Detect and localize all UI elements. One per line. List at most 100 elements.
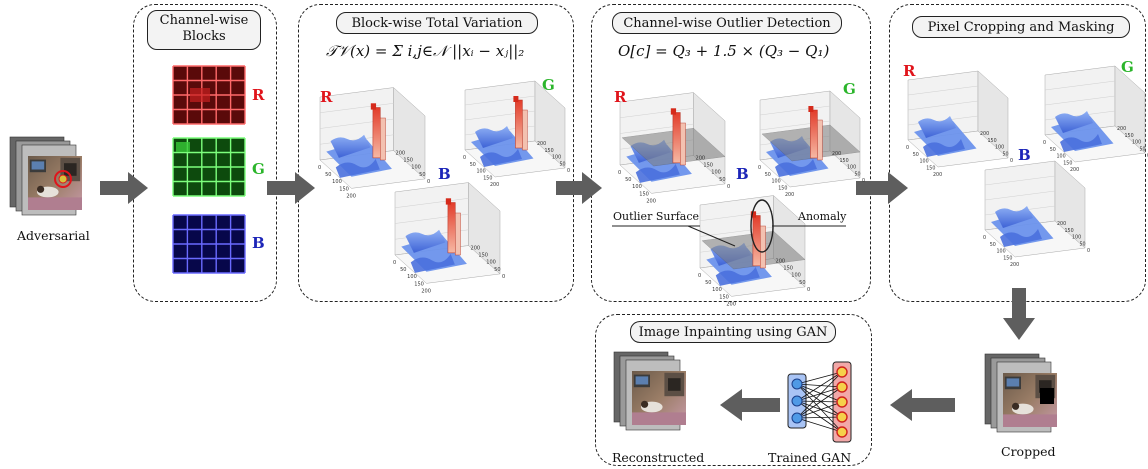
axis-tick-label: 100 <box>632 184 642 190</box>
tv-label-g: G <box>542 76 555 94</box>
axis-tick-label: 200 <box>832 151 841 157</box>
tv-label-b: B <box>438 165 451 183</box>
axis-tick-label: 50 <box>419 172 425 178</box>
axis-tick-label: 150 <box>478 253 488 259</box>
green-block-grid <box>172 137 246 197</box>
trained-gan-label: Trained GAN <box>768 450 852 465</box>
axis-tick-label: 50 <box>705 280 711 286</box>
axis-tick-label: 0 <box>502 274 505 280</box>
reconstructed-label: Reconstructed <box>612 450 705 465</box>
axis-tick-label: 150 <box>1063 160 1072 166</box>
axis-tick-label: 50 <box>325 172 331 178</box>
axis-tick-label: 0 <box>463 155 466 161</box>
channel-label-g: G <box>252 160 265 178</box>
axis-tick-label: 50 <box>1140 146 1146 152</box>
outlier-surface-plots: 0200501501001001505020000200501501001001… <box>618 90 865 307</box>
arrow-icon <box>720 389 780 421</box>
axis-tick-label: 0 <box>758 165 761 171</box>
axis-tick-label: 200 <box>726 301 736 307</box>
gan-network-icon <box>787 361 852 443</box>
axis-tick-label: 50 <box>1080 241 1086 247</box>
axis-tick-label: 100 <box>791 273 801 279</box>
channel-label-b: B <box>252 234 265 252</box>
blue-block-grid <box>172 214 246 274</box>
axis-tick-label: 200 <box>1010 262 1019 268</box>
axis-tick-label: 0 <box>698 273 701 279</box>
crop-label-g: G <box>1121 58 1134 76</box>
axis-tick-label: 0 <box>727 184 730 190</box>
axis-tick-label: 200 <box>537 141 546 147</box>
axis-tick-label: 100 <box>1072 235 1081 241</box>
axis-tick-label: 50 <box>913 152 919 158</box>
axis-tick-label: 150 <box>719 294 729 300</box>
stage-box-channel-blocks <box>133 4 277 302</box>
axis-tick-label: 0 <box>567 168 570 174</box>
axis-tick-label: 100 <box>920 159 929 165</box>
axis-tick-label: 100 <box>407 274 417 280</box>
gan-input-node <box>791 412 803 424</box>
outlier-label-r: R <box>614 88 627 106</box>
axis-tick-label: 0 <box>618 170 621 176</box>
axis-tick-label: 150 <box>840 158 849 164</box>
axis-tick-label: 0 <box>427 179 430 185</box>
axis-tick-label: 50 <box>625 177 631 183</box>
stage-box-inpainting <box>595 314 872 466</box>
gan-input-node <box>791 395 803 407</box>
arrow-icon <box>856 172 908 204</box>
axis-tick-label: 0 <box>862 178 865 184</box>
crop-label-b: B <box>1018 146 1031 164</box>
axis-tick-label: 50 <box>765 172 771 178</box>
crop-label-r: R <box>903 62 916 80</box>
axis-tick-label: 150 <box>483 175 492 181</box>
axis-tick-label: 50 <box>1050 147 1056 153</box>
axis-tick-label: 0 <box>393 260 396 266</box>
stage-box-total-variation <box>298 4 574 302</box>
axis-tick-label: 100 <box>332 179 342 185</box>
axis-tick-label: 200 <box>471 246 481 252</box>
axis-tick-label: 150 <box>545 148 554 154</box>
gan-output-node <box>836 426 848 438</box>
arrow-icon <box>890 389 955 421</box>
stage-title-channel-blocks: Channel-wise Blocks <box>147 10 261 50</box>
stage-box-outlier-detection <box>591 4 871 302</box>
axis-tick-label: 50 <box>1003 151 1009 157</box>
axis-tick-label: 200 <box>1117 126 1126 132</box>
reconstructed-image <box>613 351 686 431</box>
arrow-icon <box>556 172 602 204</box>
stage-title-inpainting: Image Inpainting using GAN <box>630 321 836 343</box>
axis-tick-label: 150 <box>639 191 649 197</box>
axis-tick-label: 200 <box>1070 167 1079 173</box>
gan-output-node <box>836 381 848 393</box>
gan-input-node <box>791 378 803 390</box>
axis-tick-label: 150 <box>414 281 424 287</box>
outlier-surface-label: Outlier Surface <box>613 210 700 223</box>
flow-arrows <box>100 172 1035 421</box>
tv-surface-plots: 0200501501001001505020000200501501001001… <box>318 80 570 294</box>
axis-tick-label: 100 <box>486 260 496 266</box>
axis-tick-label: 150 <box>1125 133 1134 139</box>
gan-output-node <box>836 411 848 423</box>
axis-tick-label: 100 <box>995 145 1004 151</box>
axis-tick-label: 100 <box>847 165 856 171</box>
cropped-surface-plots: 0200501501001001505020000200501501001001… <box>906 65 1148 268</box>
tv-label-r: R <box>320 88 333 106</box>
axis-tick-label: 150 <box>403 158 413 164</box>
axis-tick-label: 100 <box>772 179 781 185</box>
axis-tick-label: 200 <box>421 288 431 294</box>
axis-tick-label: 200 <box>776 259 786 265</box>
channel-label-r: R <box>252 86 265 104</box>
axis-tick-label: 0 <box>1010 158 1013 164</box>
arrow-icon <box>1003 288 1035 340</box>
axis-tick-label: 100 <box>411 165 421 171</box>
axis-tick-label: 100 <box>712 287 722 293</box>
outlier-label-g: G <box>843 80 856 98</box>
outlier-annotation-lines <box>612 199 846 253</box>
axis-tick-label: 50 <box>990 242 996 248</box>
cropped-label: Cropped <box>1001 444 1056 459</box>
axis-tick-label: 150 <box>926 165 935 171</box>
